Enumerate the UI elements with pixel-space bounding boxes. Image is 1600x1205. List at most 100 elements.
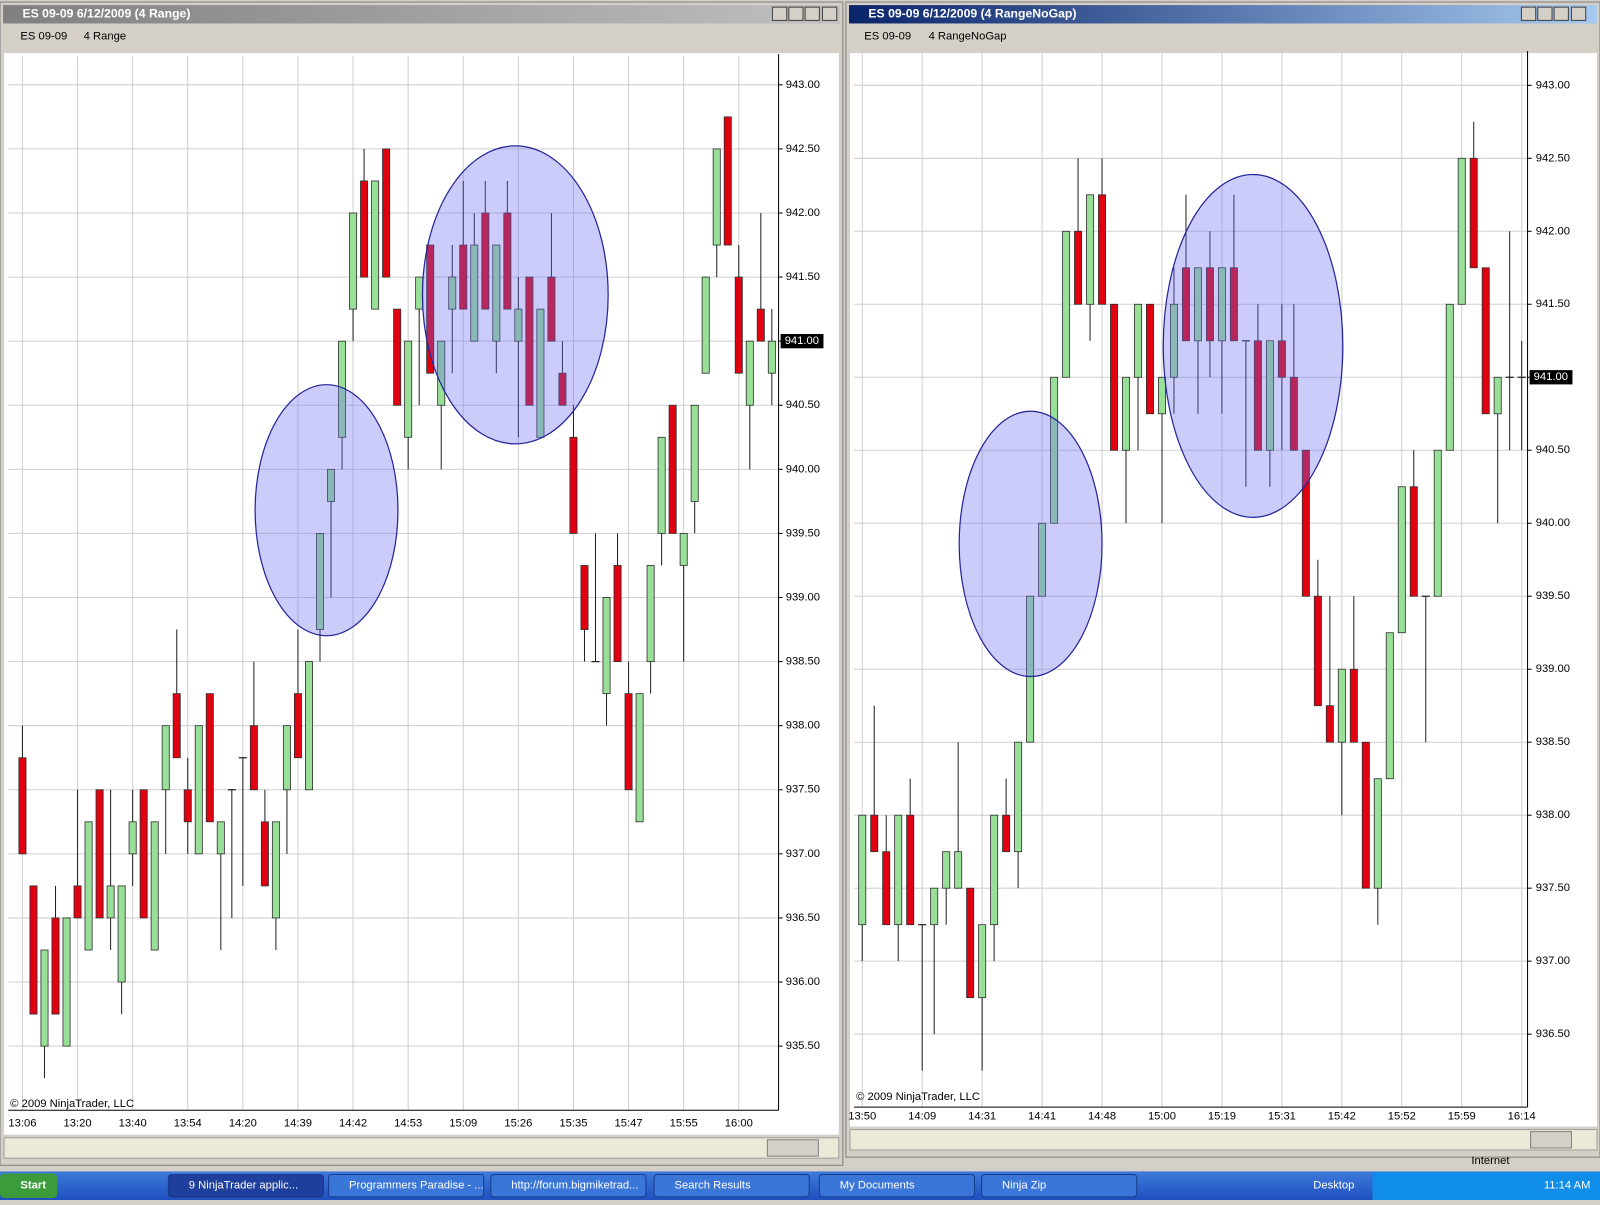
candle-body	[84, 821, 93, 951]
maximize-button[interactable]	[804, 6, 820, 21]
task-button[interactable]	[653, 1173, 810, 1198]
task-buttons: 9 NinjaTrader applic... Programmers Parad…	[167, 1173, 1138, 1198]
instrument-select[interactable]: ES 09-09	[864, 31, 911, 43]
candle-body	[624, 693, 633, 791]
candle-body	[1313, 595, 1322, 707]
toolbar-label: Desktop	[1313, 1180, 1354, 1192]
period-select[interactable]: 4 Range	[84, 31, 126, 43]
candle-body	[249, 725, 258, 791]
y-tick-label: 943.00	[1536, 79, 1570, 91]
candle-body	[1205, 267, 1214, 342]
candle-body	[990, 814, 999, 926]
left-window: ES 09-09 6/12/2009 (4 Range) ES 09-09 4 …	[0, 1, 844, 1166]
candle-body	[767, 340, 776, 374]
candle-body	[690, 404, 699, 502]
price-marker	[1529, 370, 1573, 385]
scroll-thumb[interactable]	[1530, 1131, 1572, 1149]
candle-body	[978, 924, 987, 999]
highlights	[254, 145, 1344, 678]
candle-body	[966, 887, 975, 999]
scrollbar[interactable]	[849, 1129, 1598, 1151]
start-label: Start	[20, 1180, 46, 1192]
candle-body	[1122, 376, 1130, 451]
task-button[interactable]	[328, 1173, 485, 1198]
y-tick-label: 938.00	[786, 720, 820, 732]
candle-body	[1050, 376, 1059, 524]
y-tick-label: 936.50	[1536, 1028, 1570, 1040]
candle-body	[906, 814, 915, 926]
highlight-ellipse	[958, 410, 1103, 678]
candle-body	[316, 533, 324, 630]
candle-body	[1170, 303, 1178, 378]
minimize-button[interactable]	[788, 6, 804, 21]
close-button[interactable]	[821, 6, 838, 21]
y-tick-label: 942.00	[786, 207, 820, 219]
candle-body	[954, 851, 963, 889]
minimize-button[interactable]	[1537, 6, 1553, 21]
candle-body	[1409, 486, 1418, 597]
candle-body	[558, 372, 567, 406]
x-tick-label: 13:54	[174, 1117, 202, 1129]
instrument-select[interactable]: ES 09-09	[20, 31, 67, 43]
task-button-label: Search Results	[674, 1180, 750, 1192]
scroll-thumb[interactable]	[766, 1139, 819, 1157]
task-button[interactable]	[490, 1173, 647, 1198]
y-tick-label: 942.50	[786, 143, 820, 155]
candle-body	[1098, 194, 1107, 305]
copyright: © 2009 NinjaTrader, LLC	[10, 1098, 134, 1110]
candle-body	[503, 212, 512, 310]
task-button[interactable]	[167, 1173, 324, 1198]
candle-body	[1110, 303, 1119, 451]
task-button[interactable]	[818, 1173, 975, 1198]
start-button[interactable]	[0, 1173, 58, 1198]
highlight-ellipse	[254, 384, 399, 637]
candle-body	[942, 851, 951, 889]
y-tick-label: 941.50	[786, 271, 820, 283]
close-button[interactable]	[1570, 6, 1587, 21]
candle-body	[1385, 632, 1394, 780]
candle-body	[514, 308, 523, 342]
candle-body	[930, 887, 939, 926]
candle-body	[459, 244, 468, 310]
link-button[interactable]	[771, 6, 788, 21]
y-tick-label: 940.50	[1536, 444, 1570, 456]
status-text: Internet	[1471, 1155, 1510, 1167]
period-select[interactable]: 4 RangeNoGap	[929, 31, 1007, 43]
candle-body	[426, 244, 435, 374]
y-tick-label: 942.50	[1536, 152, 1570, 164]
candle-body	[1457, 157, 1466, 305]
candle-body	[62, 917, 71, 1047]
y-tick-label: 937.00	[1536, 955, 1570, 967]
candle-body	[139, 789, 148, 919]
x-tick-label: 14:20	[229, 1117, 257, 1129]
candle-body	[1265, 340, 1274, 451]
task-button-label: Ninja Zip	[1002, 1180, 1046, 1192]
candle-body	[282, 725, 291, 791]
candle-body	[393, 308, 402, 406]
title-bar[interactable]	[3, 5, 840, 24]
candle-body	[547, 276, 556, 342]
candle-body	[646, 565, 655, 663]
x-tick-label: 14:39	[284, 1117, 312, 1129]
right-window: ES 09-09 6/12/2009 (4 RangeNoGap) ES 09-…	[845, 1, 1600, 1158]
title-bar[interactable]	[848, 5, 1597, 24]
y-tick-label: 937.00	[786, 848, 820, 860]
candle-body	[437, 340, 446, 406]
x-tick-label: 13:50	[848, 1110, 876, 1122]
maximize-button[interactable]	[1553, 6, 1569, 21]
y-tick-label: 936.50	[786, 912, 820, 924]
candle-body	[1134, 303, 1142, 378]
candle-body	[95, 789, 104, 919]
chart-panel	[4, 53, 839, 1135]
x-tick-label: 16:00	[725, 1117, 753, 1129]
candle-body	[161, 725, 170, 791]
task-button[interactable]	[981, 1173, 1138, 1198]
y-tick-label: 937.50	[1536, 882, 1570, 894]
candle-body	[293, 693, 302, 759]
candle-body	[1217, 267, 1226, 342]
scrollbar[interactable]	[3, 1137, 840, 1159]
candle-body	[1337, 668, 1346, 743]
link-button[interactable]	[1520, 6, 1537, 21]
y-tick-label: 938.00	[1536, 809, 1570, 821]
candle-body	[1193, 267, 1202, 342]
